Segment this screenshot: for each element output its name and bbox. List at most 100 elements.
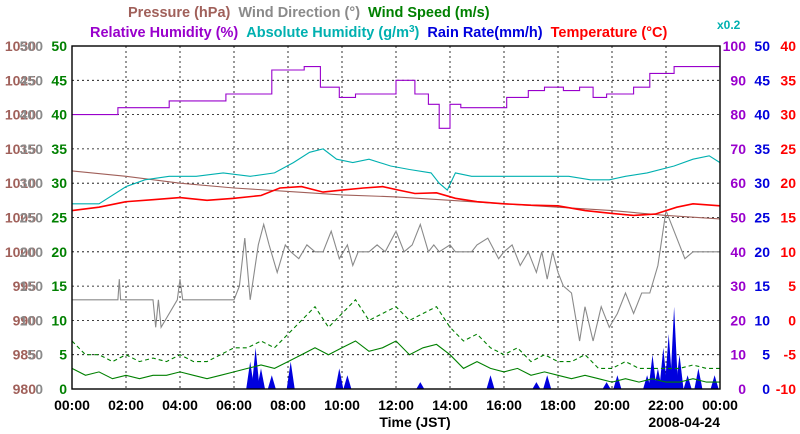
legend-row-1: Pressure (hPa) Wind Direction (°) Wind Spe…: [128, 5, 490, 21]
wind-direction-tick-label: 400: [20, 107, 44, 123]
temperature-tick-label: 30: [780, 107, 796, 123]
plot-frame: [71, 45, 721, 390]
wind-speed-tick-label: 10: [51, 312, 67, 328]
x-tick-label: 02:00: [108, 397, 144, 413]
wind-speed-tick-label: 0: [59, 381, 67, 397]
relative-humidity-tick-label: 100: [723, 38, 747, 54]
rain-rate-spike: [335, 368, 344, 389]
pressure-tick-label: 985: [13, 347, 37, 363]
legend-row-2: Relative Humidity (%) Absolute Humidity (…: [90, 24, 667, 41]
pressure-tick-label: 1000: [5, 244, 36, 260]
legend-wind-speed: Wind Speed (m/s): [368, 5, 490, 21]
rain-rate-tick-label: 10: [754, 312, 770, 328]
pressure-tick-label: 990: [13, 312, 37, 328]
wind-dir-line: [72, 208, 720, 342]
x-axis-title: Time (JST): [379, 414, 450, 430]
wind-speed-line: [71, 340, 720, 383]
rain-rate-tick-label: 15: [754, 278, 770, 294]
temperature-tick-label: 20: [780, 175, 796, 191]
rain-rate-spike: [675, 354, 684, 389]
series-layer: [71, 66, 721, 389]
temp-line: [71, 185, 721, 217]
temperature-tick-label: -5: [784, 347, 797, 363]
rain-rate-tick-label: 5: [762, 347, 770, 363]
wind-direction-tick-label: 150: [20, 278, 44, 294]
wind-direction-tick-label: 100: [20, 312, 44, 328]
rain-rate-spike: [532, 382, 541, 389]
rain-rate-tick-label: 25: [754, 210, 770, 226]
wind-direction-tick-label: 350: [20, 141, 44, 157]
rain-rate-tick-label: 45: [754, 72, 770, 88]
pressure-tick-label: 980: [13, 381, 37, 397]
rain-rate-tick-label: 50: [754, 38, 770, 54]
rain-rate-tick-label: 30: [754, 175, 770, 191]
rain-rate-spike: [648, 354, 657, 389]
x-tick-label: 12:00: [378, 397, 414, 413]
legend-absolute-humidity-close: ): [415, 25, 420, 41]
grid-lines: [72, 46, 720, 389]
wind-direction-tick-label: 200: [20, 244, 44, 260]
wind-speed-tick-label: 5: [59, 347, 67, 363]
rain-rate-tick-label: 40: [754, 107, 770, 123]
wind-speed-tick-label: 50: [51, 38, 67, 54]
rain-rate-spike: [416, 382, 425, 389]
wind-direction-tick-label: 50: [27, 347, 43, 363]
pressure-tick-label: 1005: [5, 210, 36, 226]
pressure-tick-label: 1010: [5, 175, 36, 191]
rain-rate-tick-label: 0: [762, 381, 770, 397]
rain-rate-spike: [664, 334, 673, 389]
rain-rate-spike: [486, 375, 495, 389]
legend-relative-humidity: Relative Humidity (%): [90, 25, 238, 41]
pressure-tick-label: 995: [13, 278, 37, 294]
wind-direction-tick-label: 0: [35, 381, 43, 397]
pressure-tick-label: 1015: [5, 141, 36, 157]
rain-rate-spike: [602, 382, 611, 389]
legend-absolute-humidity: Absolute Humidity (g/m: [246, 25, 409, 41]
rain-rate-spike: [286, 361, 295, 389]
temperature-tick-label: 0: [788, 312, 796, 328]
relative-humidity-tick-label: 80: [730, 107, 746, 123]
legend-rain-rate: Rain Rate(mm/h): [427, 25, 542, 41]
rain-rate-spike: [670, 306, 679, 389]
temperature-tick-label: 10: [780, 244, 796, 260]
wind-direction-tick-label: 500: [20, 38, 44, 54]
wind-direction-tick-label: 250: [20, 210, 44, 226]
x-tick-label: 22:00: [648, 397, 684, 413]
temperature-tick-label: 40: [780, 38, 796, 54]
wind-speed-tick-label: 25: [51, 210, 67, 226]
relative-humidity-tick-label: 30: [730, 278, 746, 294]
x-tick-label: 00:00: [54, 397, 90, 413]
x-tick-label: 04:00: [162, 397, 198, 413]
wind-speed-tick-label: 40: [51, 107, 67, 123]
relative-humidity-tick-label: 50: [730, 210, 746, 226]
rain-rate-spike: [257, 368, 265, 389]
x-tick-label: 14:00: [432, 397, 468, 413]
rain-rate-tick-label: 35: [754, 141, 770, 157]
rain-rate-tick-label: 20: [754, 244, 770, 260]
date-label: 2008-04-24: [648, 414, 720, 430]
pressure-line: [71, 170, 721, 220]
rain-rate-spike: [694, 368, 703, 389]
right-axes: 1009080706050403020100504540353025201510…: [723, 38, 797, 397]
x-tick-label: 20:00: [594, 397, 630, 413]
wind-speed-tick-label: 45: [51, 72, 67, 88]
relative-humidity-tick-label: 60: [730, 175, 746, 191]
pressure-tick-label: 1020: [5, 107, 36, 123]
gust-line: [71, 298, 720, 369]
wind-speed-tick-label: 20: [51, 244, 67, 260]
left-axes: 1030102510201015101010051000995990985980…: [5, 38, 67, 397]
wind-speed-tick-label: 30: [51, 175, 67, 191]
pressure-tick-label: 1025: [5, 72, 36, 88]
x-tick-label: 10:00: [324, 397, 360, 413]
rain-rate-spike: [251, 347, 260, 389]
legend-pressure: Pressure (hPa): [128, 5, 231, 21]
x-tick-label: 08:00: [270, 397, 306, 413]
relative-humidity-tick-label: 20: [730, 312, 746, 328]
legend-absolute-humidity-superscript: 3: [409, 24, 415, 35]
relative-humidity-tick-label: 40: [730, 244, 746, 260]
rain-rate-spike: [613, 375, 622, 389]
x-tick-label: 06:00: [216, 397, 252, 413]
multiplier-note: x0.2: [717, 18, 741, 32]
x-tick-label: 00:00: [702, 397, 738, 413]
